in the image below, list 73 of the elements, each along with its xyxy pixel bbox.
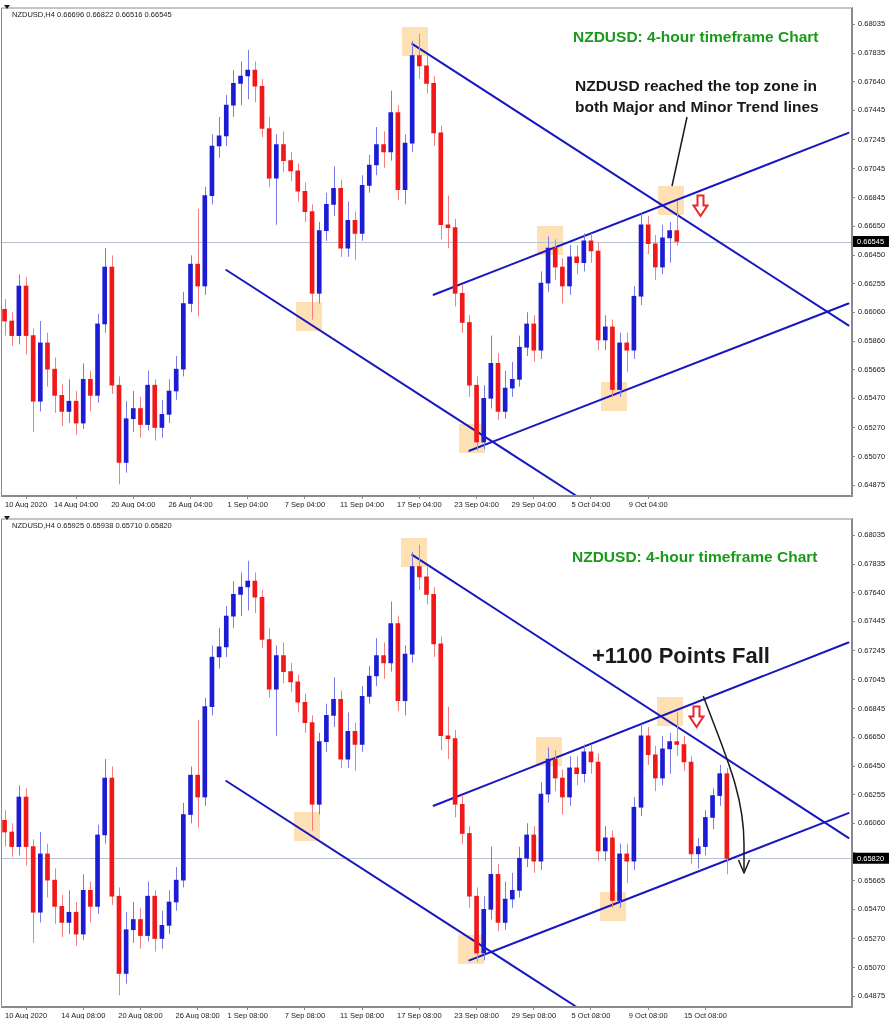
candlestick bbox=[288, 151, 293, 182]
candlestick bbox=[59, 894, 65, 938]
candlestick bbox=[88, 370, 93, 412]
candlestick bbox=[130, 390, 136, 433]
text: NZDUSD: 4-hour timeframe Chart bbox=[572, 548, 818, 565]
candlestick bbox=[231, 580, 236, 629]
candlestick bbox=[374, 637, 379, 687]
candlestick bbox=[581, 744, 587, 783]
candlestick bbox=[2, 298, 7, 337]
candlestick bbox=[295, 674, 301, 713]
candlestick bbox=[717, 764, 723, 807]
candlestick bbox=[445, 706, 451, 760]
candlestick bbox=[624, 332, 630, 373]
candlestick bbox=[509, 872, 515, 909]
candlestick bbox=[381, 130, 386, 169]
annotation: +1100 Points Fall bbox=[592, 643, 770, 668]
candlestick bbox=[424, 566, 429, 606]
candlestick bbox=[366, 665, 372, 705]
candlestick bbox=[130, 901, 136, 944]
candlestick bbox=[602, 825, 608, 862]
annotation: NZDUSD reached the top zone in both Major and Minor Trend lines bbox=[575, 77, 819, 115]
candlestick bbox=[574, 244, 580, 275]
candlestick bbox=[667, 732, 672, 775]
candlestick bbox=[524, 822, 529, 868]
candlestick bbox=[138, 396, 143, 439]
candlestick bbox=[281, 641, 286, 684]
candlestick bbox=[295, 163, 301, 202]
candlestick bbox=[138, 907, 143, 950]
candlestick bbox=[424, 55, 429, 95]
candlestick bbox=[9, 822, 15, 858]
candlestick bbox=[602, 314, 608, 351]
candlestick bbox=[560, 257, 565, 305]
candlestick bbox=[9, 311, 15, 347]
candlestick bbox=[560, 768, 565, 816]
candlestick bbox=[524, 311, 529, 357]
candlestick bbox=[417, 544, 422, 591]
candlestick bbox=[653, 745, 658, 792]
candlestick bbox=[288, 662, 293, 693]
candlestick bbox=[366, 154, 372, 194]
candlestick bbox=[2, 809, 7, 848]
candlestick bbox=[710, 787, 715, 830]
candlestick bbox=[552, 749, 558, 792]
candlestick bbox=[445, 195, 451, 249]
candlestick bbox=[281, 130, 286, 173]
candlestick bbox=[238, 571, 243, 617]
candlestick bbox=[574, 755, 580, 786]
candlestick bbox=[374, 126, 379, 176]
candlestick bbox=[331, 676, 336, 728]
candlestick bbox=[195, 208, 200, 318]
candlestick bbox=[667, 221, 672, 264]
candlestick bbox=[624, 843, 630, 884]
candlestick bbox=[645, 215, 651, 255]
candlestick bbox=[195, 719, 200, 829]
candlestick bbox=[88, 881, 93, 923]
candlestick bbox=[381, 641, 386, 680]
candlestick bbox=[59, 383, 65, 427]
candlestick bbox=[173, 355, 179, 401]
candlestick bbox=[695, 837, 701, 869]
candlestick bbox=[238, 60, 243, 106]
candlestick bbox=[417, 33, 422, 80]
candlestick bbox=[331, 165, 336, 217]
text: NZDUSD: 4-hour timeframe Chart bbox=[573, 28, 819, 45]
candlestick bbox=[653, 234, 658, 281]
candlestick bbox=[581, 233, 587, 272]
candlestick bbox=[674, 711, 680, 757]
candlestick bbox=[645, 726, 651, 766]
candlestick bbox=[552, 238, 558, 281]
candlestick bbox=[245, 49, 251, 100]
candlestick bbox=[173, 866, 179, 912]
candlestick bbox=[674, 200, 680, 247]
candlestick bbox=[231, 69, 236, 118]
candlestick bbox=[245, 560, 251, 611]
candlestick bbox=[509, 361, 515, 398]
